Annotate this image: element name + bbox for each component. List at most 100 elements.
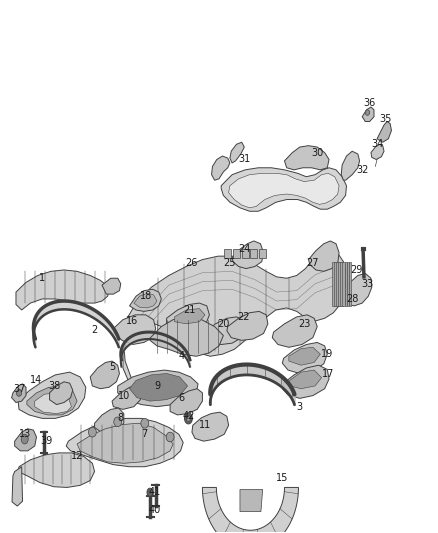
Text: 19: 19 — [321, 349, 333, 359]
Polygon shape — [130, 374, 187, 401]
Text: 28: 28 — [346, 294, 358, 304]
Polygon shape — [66, 418, 183, 467]
Polygon shape — [202, 488, 298, 533]
Polygon shape — [308, 241, 339, 271]
Polygon shape — [290, 370, 321, 389]
Polygon shape — [170, 389, 202, 415]
Text: 37: 37 — [13, 384, 25, 394]
Ellipse shape — [365, 110, 370, 115]
Ellipse shape — [184, 413, 192, 424]
Text: 25: 25 — [224, 258, 236, 268]
Ellipse shape — [88, 427, 96, 437]
Text: 22: 22 — [237, 312, 249, 322]
Text: 27: 27 — [307, 258, 319, 268]
Polygon shape — [192, 412, 229, 441]
Polygon shape — [259, 249, 266, 257]
Polygon shape — [272, 315, 317, 348]
Text: 40: 40 — [148, 505, 160, 515]
Polygon shape — [334, 262, 337, 306]
Text: 11: 11 — [199, 421, 211, 430]
Polygon shape — [134, 294, 157, 308]
Ellipse shape — [147, 488, 153, 496]
Polygon shape — [283, 342, 327, 374]
Text: 13: 13 — [18, 429, 31, 439]
Polygon shape — [95, 408, 124, 433]
Polygon shape — [16, 270, 109, 310]
Polygon shape — [224, 249, 231, 257]
Ellipse shape — [16, 390, 21, 397]
Polygon shape — [18, 453, 95, 488]
Polygon shape — [345, 262, 347, 306]
Text: 34: 34 — [371, 139, 383, 149]
Ellipse shape — [141, 418, 149, 428]
Text: 26: 26 — [186, 258, 198, 268]
Text: 18: 18 — [140, 291, 152, 301]
Polygon shape — [14, 429, 36, 451]
Ellipse shape — [166, 432, 174, 442]
Text: 38: 38 — [48, 381, 60, 391]
Polygon shape — [18, 372, 86, 418]
Text: 23: 23 — [298, 319, 311, 329]
Text: 17: 17 — [322, 368, 334, 378]
Text: 20: 20 — [217, 319, 230, 329]
Polygon shape — [130, 289, 161, 311]
Ellipse shape — [186, 415, 191, 422]
Polygon shape — [205, 317, 245, 344]
Polygon shape — [251, 249, 258, 257]
Text: 3: 3 — [297, 402, 303, 411]
Polygon shape — [112, 386, 141, 409]
Text: 4: 4 — [179, 351, 185, 361]
Polygon shape — [166, 303, 209, 330]
Polygon shape — [27, 386, 77, 415]
Polygon shape — [289, 348, 320, 365]
Polygon shape — [221, 168, 346, 211]
Polygon shape — [102, 278, 121, 294]
Text: 2: 2 — [92, 325, 98, 335]
Polygon shape — [242, 249, 249, 257]
Text: 30: 30 — [311, 148, 323, 158]
Text: 33: 33 — [361, 279, 374, 289]
Polygon shape — [342, 273, 372, 306]
Polygon shape — [113, 315, 155, 344]
Text: 7: 7 — [141, 429, 148, 439]
Polygon shape — [285, 146, 329, 170]
Text: 1: 1 — [39, 273, 45, 283]
Polygon shape — [77, 423, 173, 463]
Polygon shape — [362, 107, 374, 122]
Text: 32: 32 — [356, 165, 368, 175]
Text: 14: 14 — [30, 375, 42, 385]
Text: 24: 24 — [238, 244, 251, 254]
Text: 31: 31 — [238, 155, 251, 165]
Polygon shape — [349, 262, 351, 306]
Text: 5: 5 — [109, 361, 115, 372]
Polygon shape — [233, 249, 240, 257]
Polygon shape — [212, 156, 230, 180]
Polygon shape — [35, 393, 71, 414]
Polygon shape — [232, 241, 264, 269]
Polygon shape — [229, 173, 339, 208]
Text: 39: 39 — [40, 436, 53, 446]
Polygon shape — [336, 262, 339, 306]
Polygon shape — [240, 489, 263, 512]
Polygon shape — [230, 142, 244, 163]
Text: 12: 12 — [71, 451, 83, 462]
Text: 10: 10 — [118, 391, 130, 401]
Polygon shape — [227, 311, 268, 341]
Ellipse shape — [114, 417, 122, 427]
Text: 8: 8 — [118, 414, 124, 423]
Polygon shape — [377, 122, 392, 142]
Text: 6: 6 — [179, 393, 185, 402]
Text: 29: 29 — [350, 265, 363, 275]
Polygon shape — [90, 361, 120, 389]
Polygon shape — [12, 384, 26, 402]
Polygon shape — [118, 370, 198, 407]
Ellipse shape — [21, 434, 28, 444]
Text: 41: 41 — [148, 487, 160, 497]
Polygon shape — [12, 467, 22, 506]
Polygon shape — [149, 317, 223, 356]
Text: 21: 21 — [183, 305, 195, 315]
Polygon shape — [332, 262, 335, 306]
Text: 36: 36 — [364, 98, 376, 108]
Polygon shape — [123, 249, 346, 389]
Polygon shape — [340, 262, 343, 306]
